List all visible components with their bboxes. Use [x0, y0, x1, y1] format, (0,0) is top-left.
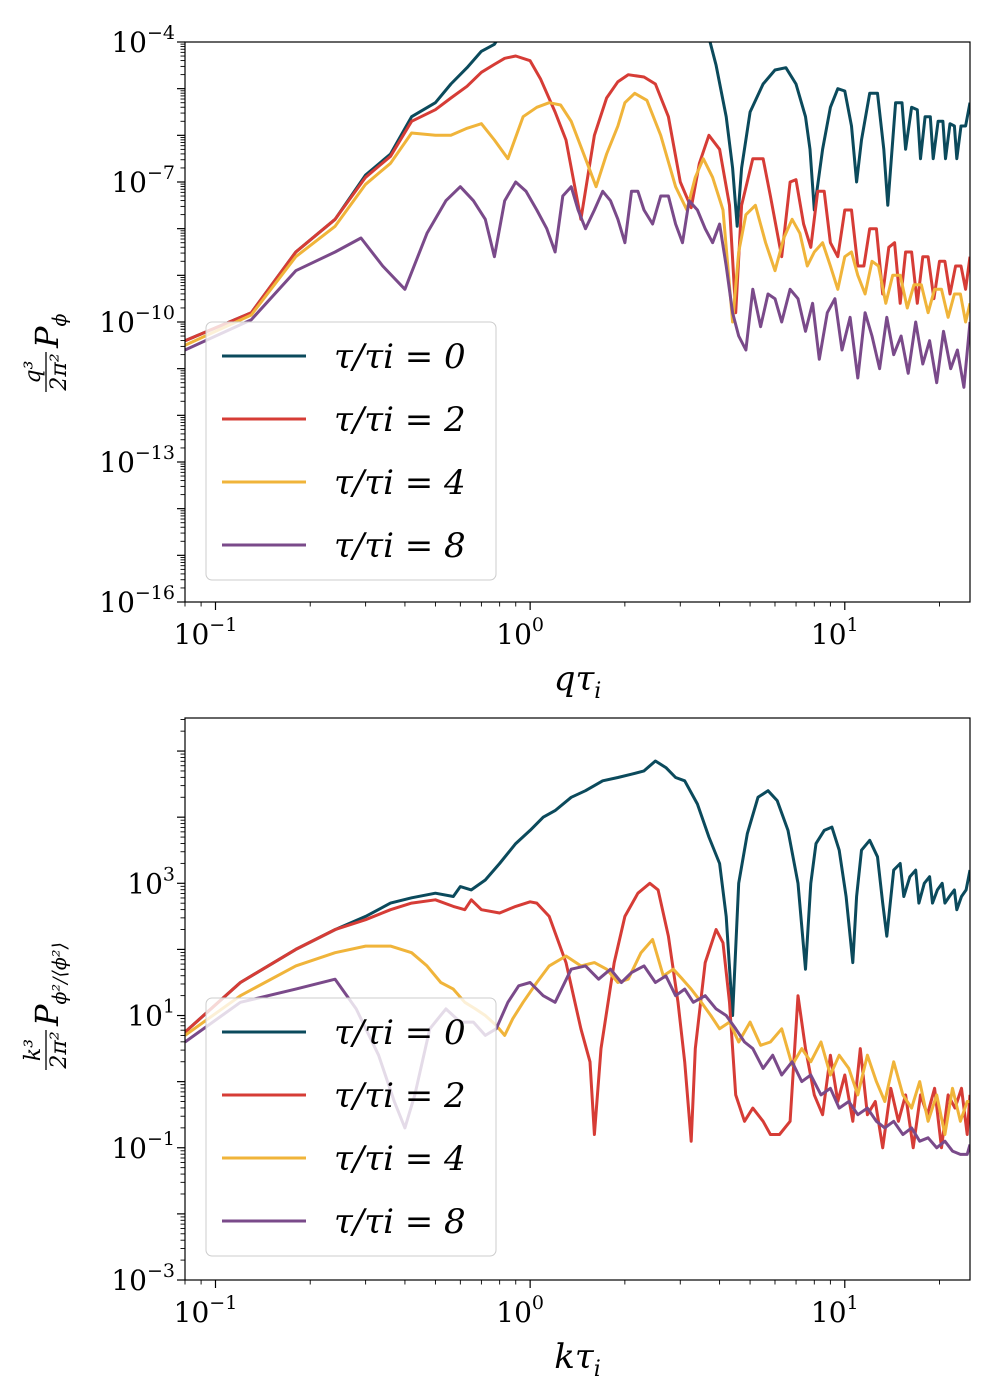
x-tick-base: 10: [811, 618, 847, 651]
legend-label-0: τ/τi = 0: [334, 1013, 466, 1053]
x-tick-exponent: 0: [532, 1292, 544, 1314]
y-tick-exponent: −7: [147, 162, 175, 184]
x-tick-exponent: 1: [847, 614, 859, 636]
y-tick-base: 10: [111, 1264, 147, 1297]
legend-label-1: τ/τi = 2: [334, 1076, 466, 1116]
x-tick-label: 101: [811, 1292, 859, 1329]
y-tick-exponent: −4: [147, 22, 175, 44]
y-tick-base: 10: [111, 166, 147, 199]
y-tick-exponent: −16: [135, 582, 175, 604]
x-tick-base: 10: [174, 618, 210, 651]
y-tick-label: 103: [127, 863, 175, 900]
x-tick-label: 10−1: [174, 1292, 238, 1329]
y-tick-exponent: −10: [135, 302, 175, 324]
legend-box: [205, 997, 497, 1257]
x-axis-label-sub: i: [594, 1357, 601, 1382]
y-tick-label: 10−7: [111, 162, 175, 199]
legend-label-1: τ/τi = 2: [334, 400, 466, 440]
x-tick-label: 10−1: [174, 614, 238, 651]
x-tick-exponent: 0: [532, 614, 544, 636]
plot-frame: [184, 717, 971, 1281]
y-tick-label: 10−13: [99, 442, 175, 479]
legend-label-0: τ/τi = 0: [334, 337, 466, 377]
x-tick-base: 10: [496, 618, 532, 651]
y-tick-base: 10: [99, 306, 135, 339]
y-tick-exponent: −3: [147, 1260, 175, 1282]
x-tick-base: 10: [174, 1296, 210, 1329]
x-axis-label: kτi: [554, 1337, 600, 1382]
x-tick-base: 10: [496, 1296, 532, 1329]
y-axis-label-subscript: ϕ²/⟨ϕ²⟩: [49, 942, 71, 1004]
x-axis-label-sub: i: [594, 679, 601, 704]
x-tick-base: 10: [811, 1296, 847, 1329]
y-axis-label-main: Pϕ²/⟨ϕ²⟩: [28, 942, 71, 1027]
y-tick-exponent: −1: [147, 1128, 175, 1150]
y-axis-label-main: Pϕ: [28, 313, 71, 349]
y-tick-exponent: 1: [163, 996, 175, 1018]
y-tick-label: 10−3: [111, 1260, 175, 1297]
y-axis-label-symbol: P: [28, 1004, 66, 1027]
x-tick-label: 101: [811, 614, 859, 651]
series-line-1: [185, 54, 970, 343]
y-tick-label: 10−4: [111, 22, 175, 59]
y-tick-exponent: −13: [135, 442, 175, 464]
y-tick-base: 10: [127, 1000, 163, 1033]
y-tick-label: 101: [127, 996, 175, 1033]
x-axis-label: qτi: [554, 659, 602, 704]
legend-label-2: τ/τi = 4: [334, 463, 466, 503]
x-axis-label-main: kτ: [554, 1337, 595, 1377]
legend-box: [205, 321, 497, 581]
y-tick-label: 10−10: [99, 302, 175, 339]
y-tick-base: 10: [99, 586, 135, 619]
y-tick-exponent: 3: [163, 863, 175, 885]
x-tick-exponent: −1: [209, 614, 237, 636]
legend-label-3: τ/τi = 8: [334, 1202, 466, 1242]
x-tick-label: 100: [496, 1292, 544, 1329]
x-tick-label: 100: [496, 614, 544, 651]
legend-label-2: τ/τi = 4: [334, 1139, 466, 1179]
legend: τ/τi = 0 τ/τi = 2 τ/τi = 4 τ/τi = 8: [205, 997, 497, 1257]
y-axis-label: k³ 2π² Pϕ²/⟨ϕ²⟩: [21, 942, 72, 1070]
y-axis-label: q³ 2π² Pϕ: [21, 313, 72, 392]
y-axis-label-denominator: 2π²: [47, 353, 72, 391]
series-line-0: [185, 759, 970, 1034]
y-tick-base: 10: [111, 1132, 147, 1165]
y-tick-base: 10: [127, 867, 163, 900]
series-line-0: [185, 42, 970, 343]
x-tick-exponent: 1: [847, 1292, 859, 1314]
series-line-1: [185, 881, 970, 1150]
series-line-3: [185, 180, 970, 389]
series-group: [185, 42, 970, 389]
y-axis-label-symbol: P: [28, 326, 66, 349]
y-axis-label-numerator: k³: [21, 1039, 46, 1061]
y-tick-base: 10: [111, 26, 147, 59]
y-axis-label-subscript: ϕ: [49, 313, 71, 326]
y-tick-label: 10−1: [111, 1128, 175, 1165]
x-tick-exponent: −1: [209, 1292, 237, 1314]
y-axis-label-numerator: q³: [21, 361, 46, 384]
legend-label-3: τ/τi = 8: [334, 526, 466, 566]
y-tick-base: 10: [99, 446, 135, 479]
y-axis-label-denominator: 2π²: [47, 1031, 72, 1069]
y-tick-label: 10−16: [99, 582, 175, 619]
legend: τ/τi = 0 τ/τi = 2 τ/τi = 4 τ/τi = 8: [205, 321, 497, 581]
x-axis-label-main: qτ: [554, 659, 596, 699]
series-line-2: [185, 91, 970, 347]
